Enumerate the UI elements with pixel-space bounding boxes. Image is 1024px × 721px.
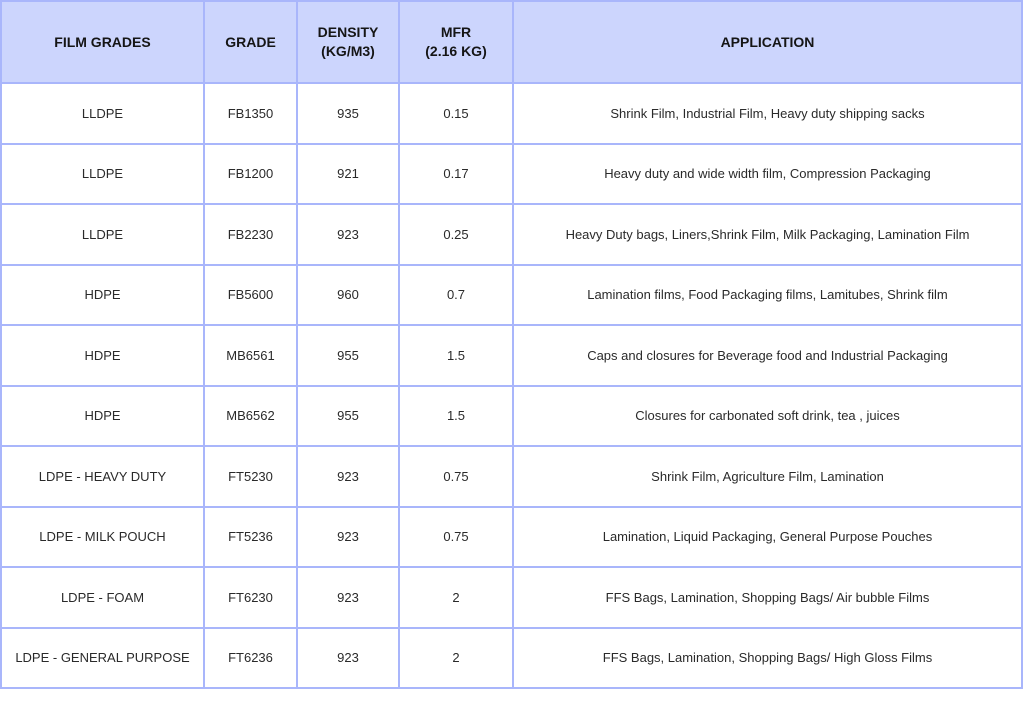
header-mfr-line2: (2.16 KG) [425,43,487,59]
table-row: LDPE - HEAVY DUTY FT5230 923 0.75 Shrink Fil… [0,445,1023,508]
film-grade-cell: HDPE [0,384,205,447]
grade-cell: MB6561 [203,324,298,387]
grade-cell: FB1200 [203,142,298,205]
application-cell: Heavy Duty bags, Liners,Shrink Film, Mil… [512,203,1023,266]
grade-cell: FB2230 [203,203,298,266]
table-row: LLDPE FB1350 935 0.15 Shrink Film, Industria… [0,82,1023,145]
header-film-grades: FILM GRADES [0,0,205,84]
mfr-cell: 0.25 [398,203,514,266]
table-row: HDPE MB6562 955 1.5 Closures for carbonated … [0,384,1023,447]
grade-cell: FB1350 [203,82,298,145]
density-cell: 935 [296,82,400,145]
density-cell: 923 [296,203,400,266]
application-cell: Lamination, Liquid Packaging, General Pu… [512,505,1023,568]
header-row: FILM GRADES GRADE DENSITY (KG/M3) MFR (2.1… [0,0,1023,84]
grade-cell: FT6230 [203,566,298,629]
mfr-cell: 0.75 [398,505,514,568]
mfr-cell: 1.5 [398,384,514,447]
grade-cell: FT5230 [203,445,298,508]
film-grade-cell: HDPE [0,263,205,326]
film-grades-table: FILM GRADES GRADE DENSITY (KG/M3) MFR (2.1… [0,0,1023,689]
header-density-line2: (KG/M3) [321,43,375,59]
density-cell: 955 [296,384,400,447]
header-density: DENSITY (KG/M3) [296,0,400,84]
mfr-cell: 2 [398,566,514,629]
density-cell: 921 [296,142,400,205]
grade-cell: MB6562 [203,384,298,447]
film-grade-cell: LLDPE [0,82,205,145]
film-grade-cell: LLDPE [0,142,205,205]
application-cell: Shrink Film, Agriculture Film, Laminatio… [512,445,1023,508]
density-cell: 923 [296,626,400,689]
application-cell: Lamination films, Food Packaging films, … [512,263,1023,326]
header-density-line1: DENSITY [317,24,379,40]
grade-cell: FB5600 [203,263,298,326]
mfr-cell: 0.17 [398,142,514,205]
density-cell: 955 [296,324,400,387]
film-grade-cell: LDPE - MILK POUCH [0,505,205,568]
table-row: LDPE - MILK POUCH FT5236 923 0.75 Lamination… [0,505,1023,568]
film-grade-cell: LLDPE [0,203,205,266]
table-row: LLDPE FB2230 923 0.25 Heavy Duty bags, Liner… [0,203,1023,266]
mfr-cell: 2 [398,626,514,689]
mfr-cell: 1.5 [398,324,514,387]
application-cell: FFS Bags, Lamination, Shopping Bags/ Hig… [512,626,1023,689]
density-cell: 923 [296,566,400,629]
film-grade-cell: HDPE [0,324,205,387]
film-grade-cell: LDPE - GENERAL PURPOSE [0,626,205,689]
table-row: HDPE FB5600 960 0.7 Lamination films, Food P… [0,263,1023,326]
density-cell: 960 [296,263,400,326]
density-cell: 923 [296,445,400,508]
mfr-cell: 0.75 [398,445,514,508]
header-mfr-line1: MFR [440,24,472,40]
table-row: HDPE MB6561 955 1.5 Caps and closures for Be… [0,324,1023,387]
header-grade: GRADE [203,0,298,84]
table-row: LDPE - FOAM FT6230 923 2 FFS Bags, Laminatio… [0,566,1023,629]
application-cell: Closures for carbonated soft drink, tea … [512,384,1023,447]
application-cell: Shrink Film, Industrial Film, Heavy duty… [512,82,1023,145]
film-grade-cell: LDPE - FOAM [0,566,205,629]
table-row: LLDPE FB1200 921 0.17 Heavy duty and wide wi… [0,142,1023,205]
density-cell: 923 [296,505,400,568]
header-mfr: MFR (2.16 KG) [398,0,514,84]
application-cell: FFS Bags, Lamination, Shopping Bags/ Air… [512,566,1023,629]
application-cell: Heavy duty and wide width film, Compress… [512,142,1023,205]
film-grade-cell: LDPE - HEAVY DUTY [0,445,205,508]
application-cell: Caps and closures for Beverage food and … [512,324,1023,387]
grade-cell: FT5236 [203,505,298,568]
mfr-cell: 0.7 [398,263,514,326]
table-row: LDPE - GENERAL PURPOSE FT6236 923 2 FFS Bags… [0,626,1023,689]
header-application: APPLICATION [512,0,1023,84]
mfr-cell: 0.15 [398,82,514,145]
grade-cell: FT6236 [203,626,298,689]
